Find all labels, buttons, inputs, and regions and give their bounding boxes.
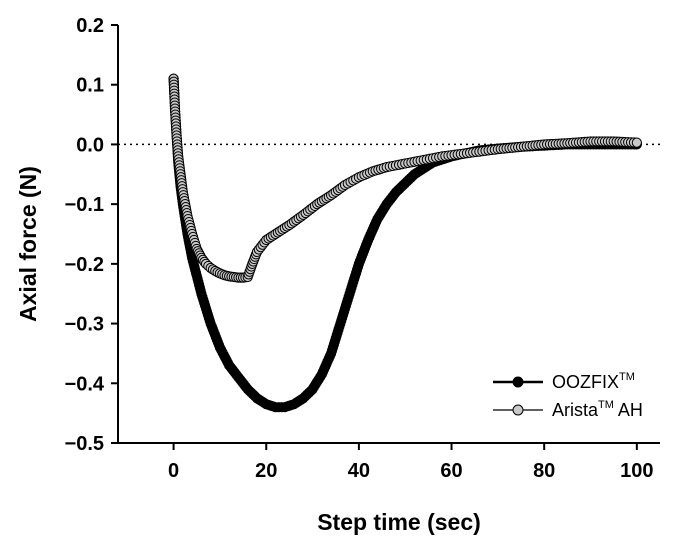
y-tick-label: 0.1 — [76, 75, 104, 97]
legend: OOZFIXTM AristaTM AH — [493, 371, 643, 420]
legend-label: OOZFIXTM — [552, 371, 635, 392]
series-layer — [168, 73, 642, 413]
y-tick-label: 0.0 — [76, 134, 104, 156]
y-tick-label: −0.3 — [65, 314, 104, 336]
x-tick-label: 20 — [255, 460, 277, 482]
plot-frame — [117, 25, 660, 444]
x-tick-label: 40 — [348, 460, 370, 482]
y-tick-label: −0.1 — [65, 194, 104, 216]
legend-marker — [512, 404, 524, 416]
data-point — [631, 137, 642, 148]
legend-marker — [512, 376, 524, 388]
y-axis-title: Axial force (N) — [15, 166, 41, 322]
legend-item: AristaTM AH — [493, 399, 643, 420]
y-tick-label: 0.2 — [76, 15, 104, 37]
series-arista-ah — [168, 73, 642, 283]
y-tick-label: −0.2 — [65, 254, 104, 276]
x-tick-label: 0 — [168, 460, 179, 482]
series-oozfix — [168, 73, 642, 413]
axis-ticks: 0 20 40 60 80 100 0.2 0.1 0.0 −0.1 −0.2 −0.3 −0.4 −0.… — [65, 15, 654, 482]
y-tick-label: −0.5 — [65, 433, 104, 455]
x-tick-label: 60 — [440, 460, 462, 482]
legend-label: AristaTM AH — [552, 399, 643, 420]
y-tick-label: −0.4 — [65, 373, 105, 395]
legend-item: OOZFIXTM — [493, 371, 635, 392]
x-tick-label: 100 — [620, 460, 653, 482]
x-tick-label: 80 — [533, 460, 555, 482]
x-axis-title: Step time (sec) — [317, 509, 481, 535]
